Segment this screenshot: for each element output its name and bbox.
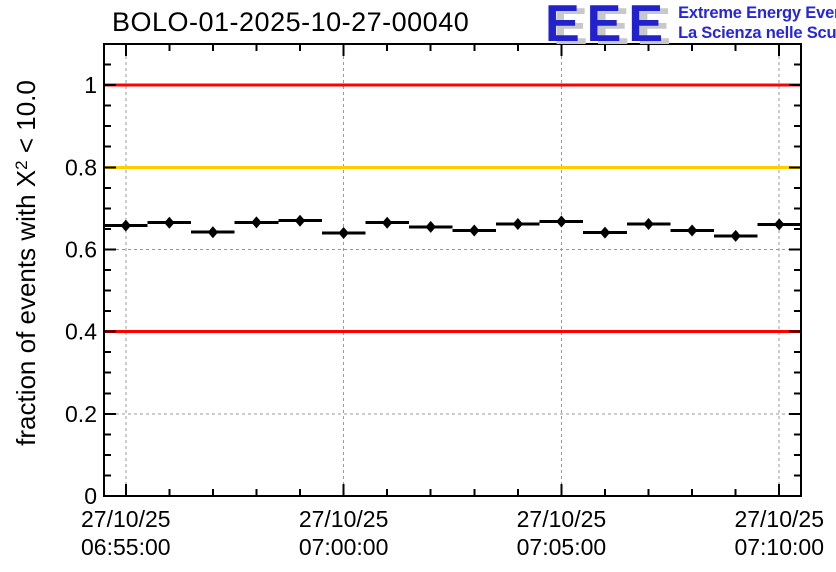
data-point-marker (251, 216, 262, 229)
plot-frame (103, 43, 802, 497)
x-tick-label-date: 27/10/25 (299, 506, 389, 532)
data-point-marker (207, 226, 219, 239)
eee-logo-text: Extreme Energy Events La Scienza nelle S… (678, 0, 836, 43)
x-tick-label-time: 07:10:00 (734, 534, 824, 560)
y-tick-label: 1 (84, 72, 97, 98)
data-point-marker (120, 219, 131, 232)
y-axis-title: fraction of events with X2 < 10.0 (11, 43, 43, 483)
eee-letters-logo: EEE (545, 0, 671, 53)
y-axis-title-main: fraction of events with X (11, 169, 41, 446)
x-tick-label-date: 27/10/25 (81, 506, 171, 532)
data-point-marker (338, 227, 349, 240)
x-tick-label-date: 27/10/25 (517, 506, 607, 532)
y-tick-label: 0.2 (65, 401, 97, 427)
x-tick-label-time: 07:05:00 (517, 534, 607, 560)
y-tick-label: 0.4 (65, 319, 97, 345)
data-point-marker (730, 229, 741, 242)
data-point-marker (469, 224, 480, 237)
eee-logo: EEE Extreme Energy Events La Scienza nel… (545, 0, 836, 52)
data-point-marker (381, 216, 393, 229)
eee-logo-line2: La Scienza nelle Scuole (678, 24, 836, 42)
x-tick-label-time: 06:55:00 (81, 534, 171, 560)
y-axis-title-superscript: 2 (12, 160, 31, 170)
data-point-marker (686, 224, 698, 237)
data-point-marker (556, 215, 567, 228)
x-tick-label-date: 27/10/25 (734, 506, 824, 532)
data-point-marker (294, 214, 306, 227)
data-point-marker (599, 226, 611, 239)
y-tick-label: 0.8 (65, 154, 97, 180)
data-point-marker (774, 218, 785, 231)
data-point-marker (425, 220, 436, 233)
y-tick-label: 0 (84, 483, 97, 509)
y-axis-title-tail: < 10.0 (11, 80, 41, 161)
y-tick-label: 0.6 (65, 236, 97, 262)
data-point-marker (164, 216, 175, 229)
data-point-marker (512, 217, 524, 230)
x-tick-label-time: 07:00:00 (299, 534, 389, 560)
eee-logo-line1: Extreme Energy Events (678, 4, 836, 22)
chart-title: BOLO-01-2025-10-27-00040 (112, 7, 470, 37)
data-point-marker (643, 217, 654, 230)
